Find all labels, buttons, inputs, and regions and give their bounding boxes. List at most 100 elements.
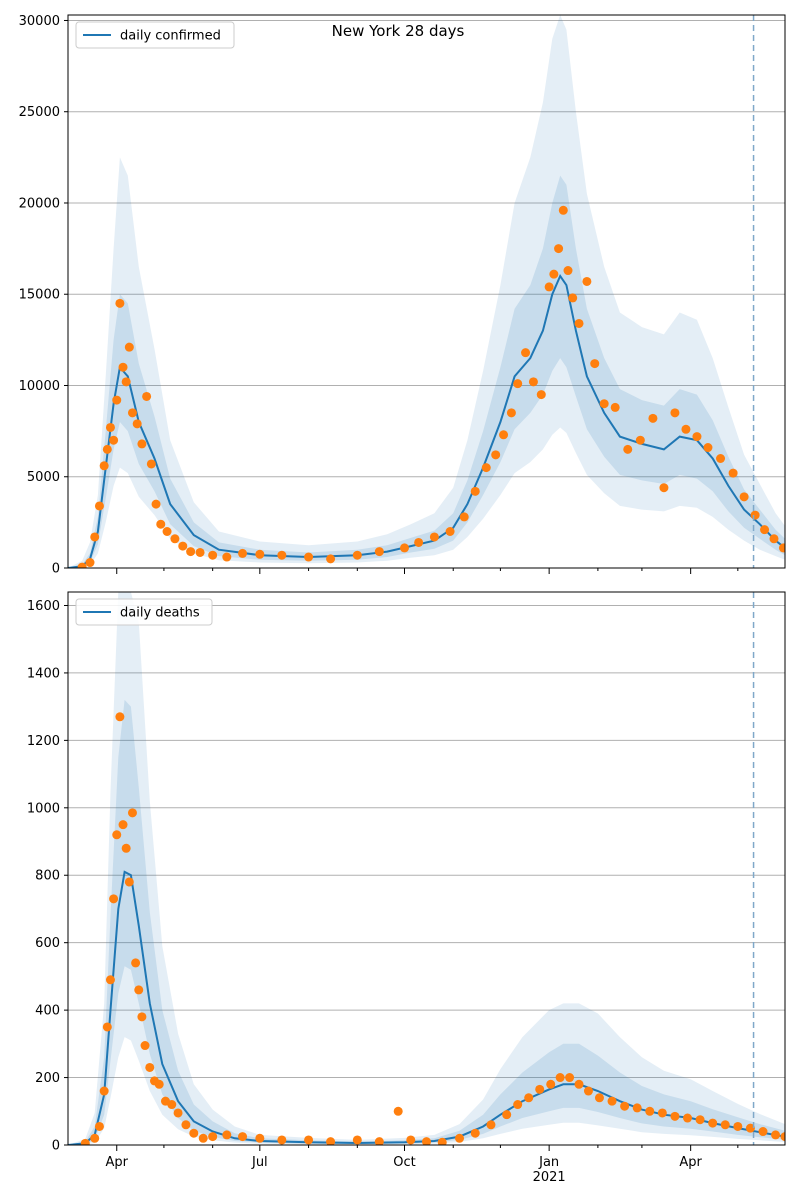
deaths-observed-point xyxy=(406,1135,416,1145)
confirmed-observed-point xyxy=(499,430,509,440)
deaths-observed-point xyxy=(645,1106,655,1116)
confirmed-observed-point xyxy=(459,512,469,522)
confirmed-observed-point xyxy=(574,318,584,328)
deaths-y-tick-label: 400 xyxy=(35,1004,60,1019)
deaths-observed-point xyxy=(124,877,134,887)
deaths-x-tick-label: Jul xyxy=(251,1155,268,1170)
deaths-legend-box xyxy=(75,598,213,626)
confirmed-observed-point xyxy=(208,550,218,560)
confirmed-y-tick-label: 0 xyxy=(52,562,60,577)
confirmed-observed-point xyxy=(703,443,713,453)
deaths-observed-point xyxy=(222,1130,232,1140)
deaths-y-tick-label: 1200 xyxy=(27,734,60,749)
deaths-observed-point xyxy=(720,1120,730,1130)
deaths-observed-point xyxy=(140,1041,150,1051)
confirmed-observed-point xyxy=(716,453,726,463)
confirmed-observed-point xyxy=(238,548,248,558)
deaths-observed-point xyxy=(112,830,122,840)
deaths-observed-point xyxy=(189,1128,199,1138)
deaths-observed-point xyxy=(102,1022,112,1032)
deaths-observed-point xyxy=(455,1133,465,1143)
deaths-observed-point xyxy=(683,1113,693,1123)
deaths-observed-point xyxy=(780,1132,785,1142)
deaths-x-tick-label: Jan xyxy=(538,1155,559,1170)
deaths-x-tick-label: Apr xyxy=(679,1155,702,1170)
confirmed-observed-point xyxy=(186,547,196,557)
confirmed-observed-point xyxy=(582,276,592,286)
deaths-y-tick-label: 1600 xyxy=(27,599,60,614)
deaths-observed-point xyxy=(771,1130,781,1140)
confirmed-observed-point xyxy=(544,282,554,292)
deaths-observed-point xyxy=(583,1086,593,1096)
confirmed-observed-point xyxy=(352,550,362,560)
deaths-y-tick-label: 200 xyxy=(35,1071,60,1086)
deaths-observed-point xyxy=(238,1132,248,1142)
figure-title: New York 28 days xyxy=(332,22,465,40)
confirmed-observed-point xyxy=(659,483,669,493)
confirmed-legend: daily confirmed xyxy=(75,21,235,49)
confirmed-observed-point xyxy=(692,432,702,442)
confirmed-observed-point xyxy=(162,526,172,536)
confirmed-observed-point xyxy=(222,552,232,562)
deaths-observed-point xyxy=(118,820,128,830)
confirmed-observed-point xyxy=(445,526,455,536)
confirmed-observed-point xyxy=(151,499,161,509)
deaths-y-tick-label: 800 xyxy=(35,869,60,884)
confirmed-observed-point xyxy=(304,552,314,562)
deaths-band-outer xyxy=(68,592,785,1145)
confirmed-observed-point xyxy=(326,554,336,564)
confirmed-observed-point xyxy=(728,468,738,478)
deaths-y-tick-label: 0 xyxy=(52,1139,60,1154)
deaths-observed-point xyxy=(208,1132,218,1142)
deaths-observed-point xyxy=(90,1133,100,1143)
deaths-observed-point xyxy=(304,1135,314,1145)
confirmed-observed-point xyxy=(94,501,104,511)
deaths-observed-point xyxy=(137,1012,147,1022)
confirmed-y-tick-label: 10000 xyxy=(19,379,60,394)
confirmed-y-tick-label: 25000 xyxy=(19,105,60,120)
confirmed-y-tick-label: 30000 xyxy=(19,14,60,29)
confirmed-observed-point xyxy=(112,395,122,405)
deaths-x-year-label: 2021 xyxy=(533,1170,566,1185)
confirmed-axes-frame xyxy=(67,14,786,569)
confirmed-observed-point xyxy=(558,205,568,215)
confirmed-y-tick-label: 5000 xyxy=(27,470,60,485)
deaths-plot-area xyxy=(68,592,785,1145)
deaths-observed-point xyxy=(115,712,125,722)
confirmed-observed-point xyxy=(146,459,156,469)
confirmed-observed-point xyxy=(137,439,147,449)
deaths-observed-point xyxy=(670,1111,680,1121)
deaths-observed-point xyxy=(565,1073,575,1083)
deaths-observed-point xyxy=(167,1100,177,1110)
confirmed-observed-point xyxy=(255,549,265,559)
confirmed-observed-point xyxy=(528,377,538,387)
deaths-observed-point xyxy=(105,975,115,985)
confirmed-observed-point xyxy=(599,399,609,409)
confirmed-observed-point xyxy=(170,534,180,544)
confirmed-observed-point xyxy=(513,379,523,389)
confirmed-observed-point xyxy=(491,450,501,460)
deaths-observed-point xyxy=(733,1121,743,1131)
deaths-observed-point xyxy=(99,1086,109,1096)
confirmed-observed-point xyxy=(374,547,384,557)
deaths-observed-point xyxy=(374,1137,384,1145)
deaths-observed-point xyxy=(198,1133,208,1143)
confirmed-observed-point xyxy=(195,547,205,557)
deaths-observed-point xyxy=(524,1093,534,1103)
deaths-observed-point xyxy=(607,1096,617,1106)
confirmed-observed-point xyxy=(506,408,516,418)
deaths-observed-point xyxy=(121,843,131,853)
deaths-observed-point xyxy=(758,1127,768,1137)
confirmed-observed-point xyxy=(681,424,691,434)
deaths-observed-point xyxy=(80,1138,90,1145)
deaths-observed-point xyxy=(632,1103,642,1113)
confirmed-legend-box xyxy=(75,21,235,49)
confirmed-observed-point xyxy=(750,510,760,520)
deaths-observed-point xyxy=(131,958,141,968)
deaths-observed-point xyxy=(326,1137,336,1145)
deaths-observed-point xyxy=(695,1115,705,1125)
confirmed-observed-point xyxy=(760,525,770,535)
deaths-observed-point xyxy=(154,1079,164,1089)
deaths-observed-point xyxy=(393,1106,403,1116)
confirmed-observed-point xyxy=(563,266,573,276)
